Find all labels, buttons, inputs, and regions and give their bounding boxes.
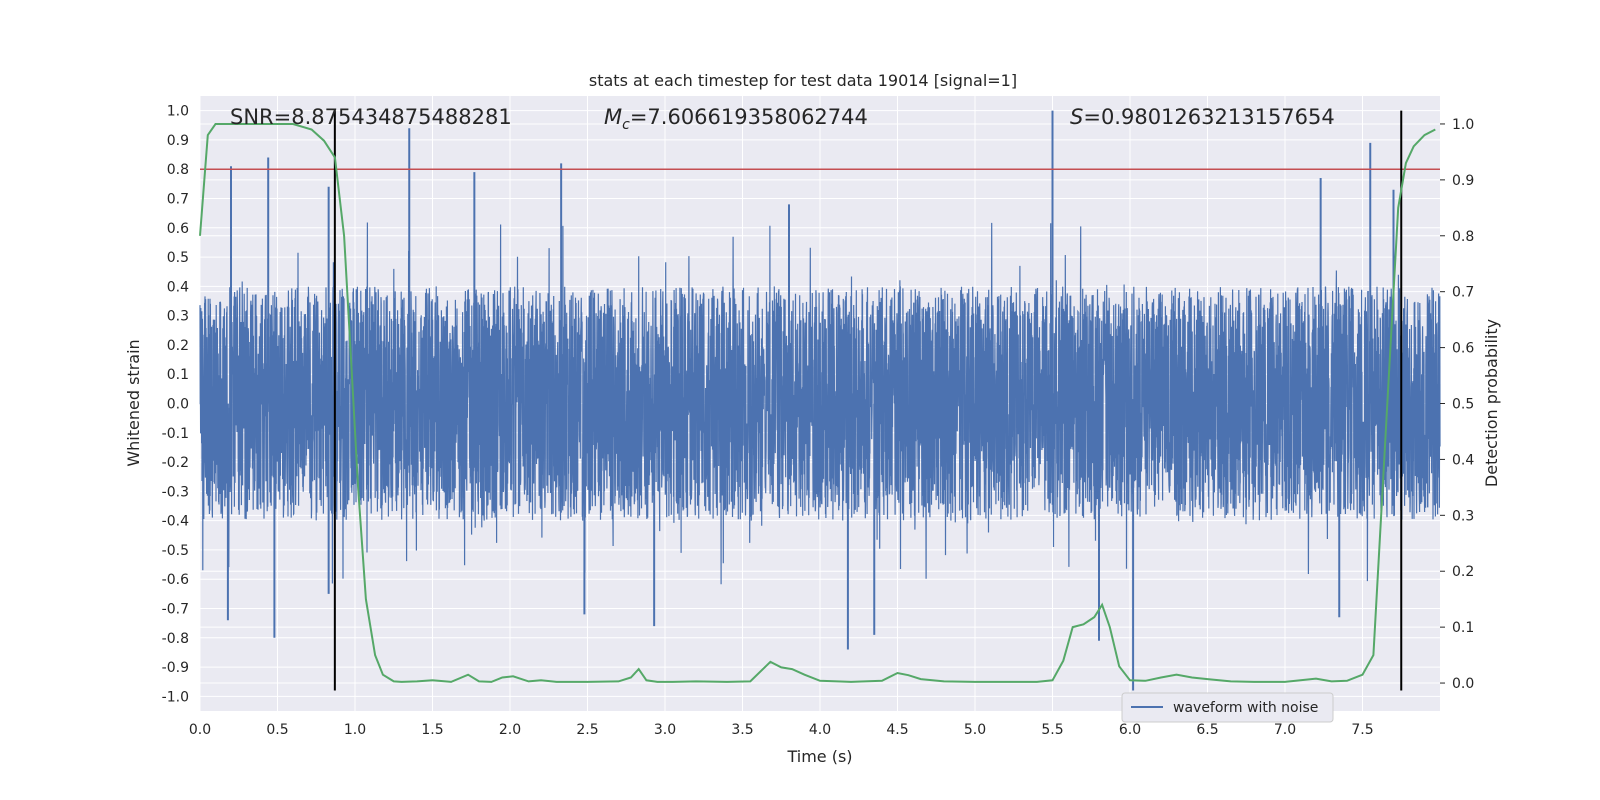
y-left-tick-label: 1.0 bbox=[167, 104, 189, 120]
x-tick-label: 3.0 bbox=[654, 722, 676, 738]
y-left-tick-label: -0.6 bbox=[162, 572, 189, 588]
waveform-series bbox=[199, 110, 1441, 691]
s-symbol: S bbox=[1070, 105, 1083, 129]
legend-box bbox=[1121, 692, 1334, 723]
detection-probability-line bbox=[199, 123, 1436, 683]
y-right-tick-label: 0.4 bbox=[1452, 452, 1474, 468]
y-right-tick-label: 0.3 bbox=[1452, 508, 1474, 524]
waveform-line bbox=[199, 222, 1441, 585]
y-left-tick-label: -0.5 bbox=[162, 543, 189, 559]
y-right-tick-label: 0.8 bbox=[1452, 229, 1474, 245]
x-tick-label: 2.0 bbox=[499, 722, 521, 738]
y-left-tick-label: 0.0 bbox=[167, 397, 189, 413]
y-right-tick-label: 0.0 bbox=[1452, 676, 1474, 692]
x-tick-label: 6.5 bbox=[1196, 722, 1218, 738]
x-tick-label: 7.0 bbox=[1274, 722, 1296, 738]
y-right-tick-label: 0.7 bbox=[1452, 285, 1474, 301]
x-tick-label: 2.5 bbox=[576, 722, 598, 738]
y-left-tick-label: -0.1 bbox=[162, 426, 189, 442]
x-tick-label: 0.5 bbox=[266, 722, 288, 738]
y-left-tick-label: 0.2 bbox=[167, 338, 189, 354]
y-left-tick-label: 0.6 bbox=[167, 221, 189, 237]
y-left-tick-label: -1.0 bbox=[162, 689, 189, 705]
x-tick-label: 4.5 bbox=[886, 722, 908, 738]
chirp-mass-value: =7.606619358062744 bbox=[630, 105, 868, 129]
chirp-mass-symbol: M bbox=[604, 105, 622, 129]
y-left-tick-label: 0.3 bbox=[167, 309, 189, 325]
y-left-tick-label: -0.8 bbox=[162, 631, 189, 647]
y-left-tick-label: 0.8 bbox=[167, 162, 189, 178]
overlay-lines bbox=[200, 110, 1440, 691]
y-left-tick-label: 0.7 bbox=[167, 192, 189, 208]
y-right-tick-label: 0.1 bbox=[1452, 620, 1474, 636]
y-left-tick-label: -0.9 bbox=[162, 660, 189, 676]
y-left-tick-label: -0.4 bbox=[162, 514, 189, 530]
chart-title: stats at each timestep for test data 190… bbox=[589, 71, 1017, 90]
x-tick-label: 3.5 bbox=[731, 722, 753, 738]
y-left-axis-label: Whitened strain bbox=[124, 339, 143, 466]
x-tick-label: 0.0 bbox=[189, 722, 211, 738]
y-left-tick-label: -0.2 bbox=[162, 455, 189, 471]
y-left-tick-label: 0.1 bbox=[167, 367, 189, 383]
x-axis-ticks: 0.0 0.5 1.0 1.5 2.0 2.5 3.0 3.5 4.0 4.5 5.0 5.5 6.0 6… bbox=[189, 722, 1374, 738]
y-left-tick-label: 0.9 bbox=[167, 133, 189, 149]
y-left-tick-label: 0.4 bbox=[167, 279, 189, 295]
y-right-axis-label: Detection probability bbox=[1482, 319, 1501, 487]
legend: waveform with noise bbox=[1121, 692, 1334, 723]
x-tick-label: 1.0 bbox=[344, 722, 366, 738]
x-tick-label: 6.0 bbox=[1119, 722, 1141, 738]
x-tick-label: 5.0 bbox=[964, 722, 986, 738]
x-tick-label: 1.5 bbox=[421, 722, 443, 738]
y-right-axis-ticks: 1.0 0.9 0.8 0.7 0.6 0.5 0.4 0.3 0.2 0.1 0.0 bbox=[1440, 117, 1474, 692]
chirp-mass-subscript: c bbox=[622, 117, 630, 133]
s-value: =0.9801263213157654 bbox=[1083, 105, 1334, 129]
probability-series bbox=[199, 123, 1436, 683]
y-left-tick-label: -0.3 bbox=[162, 484, 189, 500]
x-tick-label: 4.0 bbox=[809, 722, 831, 738]
x-tick-label: 7.5 bbox=[1351, 722, 1373, 738]
chirp-mass-annotation: Mc=7.606619358062744 bbox=[604, 105, 868, 133]
y-right-tick-label: 1.0 bbox=[1452, 117, 1474, 133]
y-right-tick-label: 0.9 bbox=[1452, 173, 1474, 189]
y-right-tick-label: 0.6 bbox=[1452, 341, 1474, 357]
y-right-tick-label: 0.5 bbox=[1452, 397, 1474, 413]
x-tick-label: 5.5 bbox=[1041, 722, 1063, 738]
snr-annotation: SNR=8.875434875488281 bbox=[230, 105, 512, 129]
y-left-axis-ticks: 1.0 0.9 0.8 0.7 0.6 0.5 0.4 0.3 0.2 0.1 0.0 -0.1 -0.… bbox=[162, 104, 189, 706]
legend-label: waveform with noise bbox=[1173, 700, 1318, 716]
s-annotation: S=0.9801263213157654 bbox=[1070, 105, 1335, 129]
y-right-tick-label: 0.2 bbox=[1452, 564, 1474, 580]
x-axis-label: Time (s) bbox=[786, 747, 852, 766]
y-left-tick-label: 0.5 bbox=[167, 250, 189, 266]
y-left-tick-label: -0.7 bbox=[162, 602, 189, 618]
